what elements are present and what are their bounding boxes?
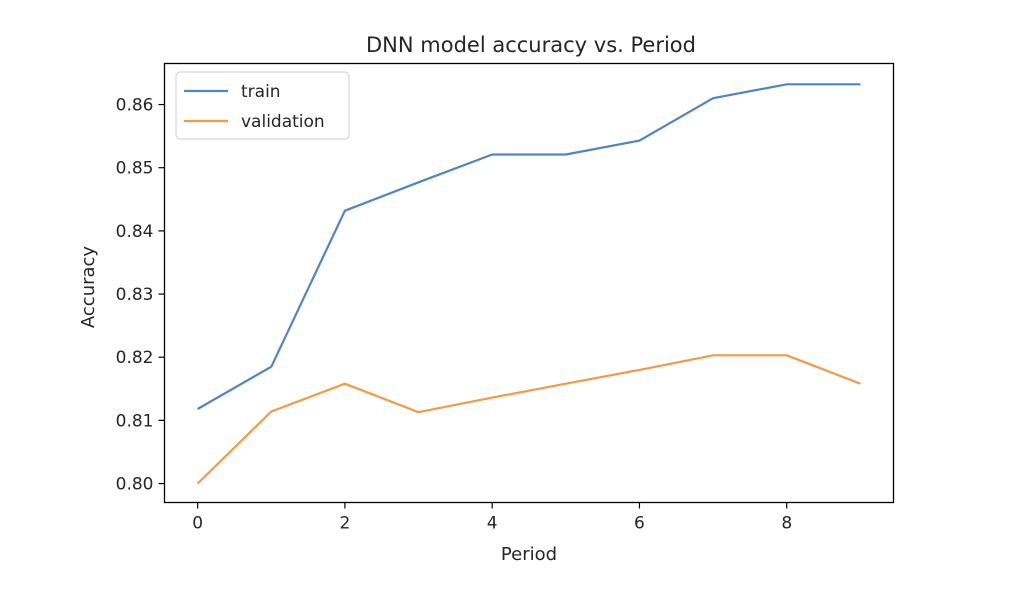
series-line-train [197, 83, 861, 410]
x-tick-label: 2 [339, 514, 350, 534]
x-axis-label: Period [501, 544, 557, 565]
legend-box [175, 71, 350, 140]
y-tick-label: 0.81 [116, 411, 154, 431]
y-tick-label: 0.86 [116, 96, 154, 116]
y-tick-label: 0.85 [116, 159, 154, 179]
x-tick-label: 0 [192, 514, 203, 534]
y-tick-label: 0.83 [116, 285, 154, 305]
x-tick-label: 8 [781, 514, 792, 534]
x-tick-label: 4 [487, 514, 498, 534]
y-tick-label: 0.82 [116, 348, 154, 368]
x-tick-label: 6 [634, 514, 645, 534]
y-axis-label: Accuracy [78, 246, 99, 329]
series-line-validation [196, 354, 861, 485]
legend-label-train: train [241, 82, 281, 102]
y-tick-label: 0.84 [116, 222, 154, 242]
y-tick-label: 0.80 [116, 475, 154, 495]
plot-area [196, 83, 861, 485]
chart-title: DNN model accuracy vs. Period [366, 33, 696, 57]
axis-ticks: 0 2 4 6 8 0.80 0.81 0.82 0.83 0.84 0.85 0.86 [116, 96, 793, 534]
plot-frame [163, 62, 895, 504]
legend-label-validation: validation [241, 112, 325, 132]
legend: train validation [175, 71, 350, 140]
